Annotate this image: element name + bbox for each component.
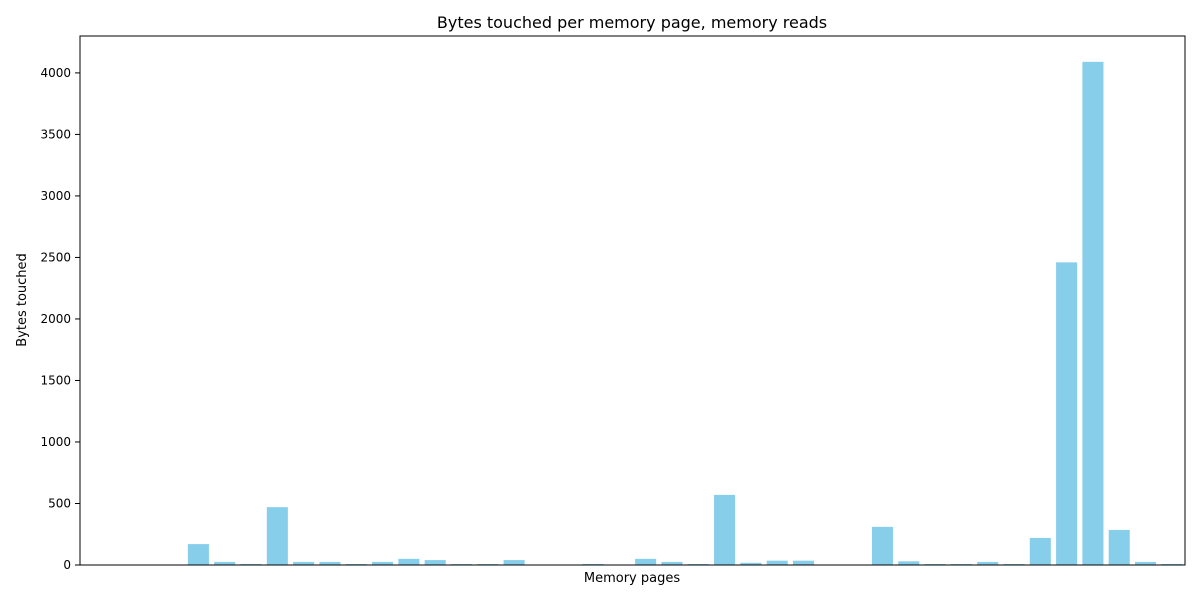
y-tick-label: 3000: [40, 189, 71, 203]
y-tick-label: 2500: [40, 250, 71, 264]
x-axis-label: Memory pages: [584, 571, 680, 586]
bar: [1082, 61, 1104, 565]
bar: [792, 560, 815, 565]
bar: [714, 494, 736, 565]
y-axis-ticks: 0 500 1000 1500 2000 2500 3000 3500 4000: [40, 66, 80, 572]
bar: [1056, 262, 1078, 565]
y-tick-label: 2000: [40, 312, 71, 326]
bar: [372, 561, 394, 565]
bar: [214, 561, 236, 565]
y-tick-label: 1000: [40, 435, 71, 449]
bar: [635, 558, 657, 565]
bar: [871, 526, 893, 565]
y-tick-label: 500: [48, 496, 71, 510]
bars-group: [187, 61, 1183, 565]
bar: [898, 561, 920, 565]
bar: [503, 560, 525, 565]
bar: [1029, 537, 1051, 565]
plot-frame: [79, 35, 1186, 566]
bar: [661, 561, 683, 565]
bar: [1135, 561, 1157, 565]
chart-title: Bytes touched per memory page, memory re…: [437, 13, 827, 32]
bar: [266, 507, 288, 565]
bar: [766, 560, 788, 565]
bar: [424, 560, 446, 565]
bar: [977, 561, 999, 565]
bar: [398, 558, 420, 565]
bar: [187, 544, 209, 565]
bar: [740, 562, 762, 565]
y-tick-label: 3500: [40, 127, 71, 141]
y-axis-label: Bytes touched: [15, 253, 30, 347]
y-tick-label: 0: [63, 558, 71, 572]
bar: [319, 561, 341, 565]
bar: [1108, 529, 1130, 565]
y-tick-label: 4000: [40, 66, 71, 80]
y-tick-label: 1500: [40, 373, 71, 387]
bar: [293, 561, 315, 565]
